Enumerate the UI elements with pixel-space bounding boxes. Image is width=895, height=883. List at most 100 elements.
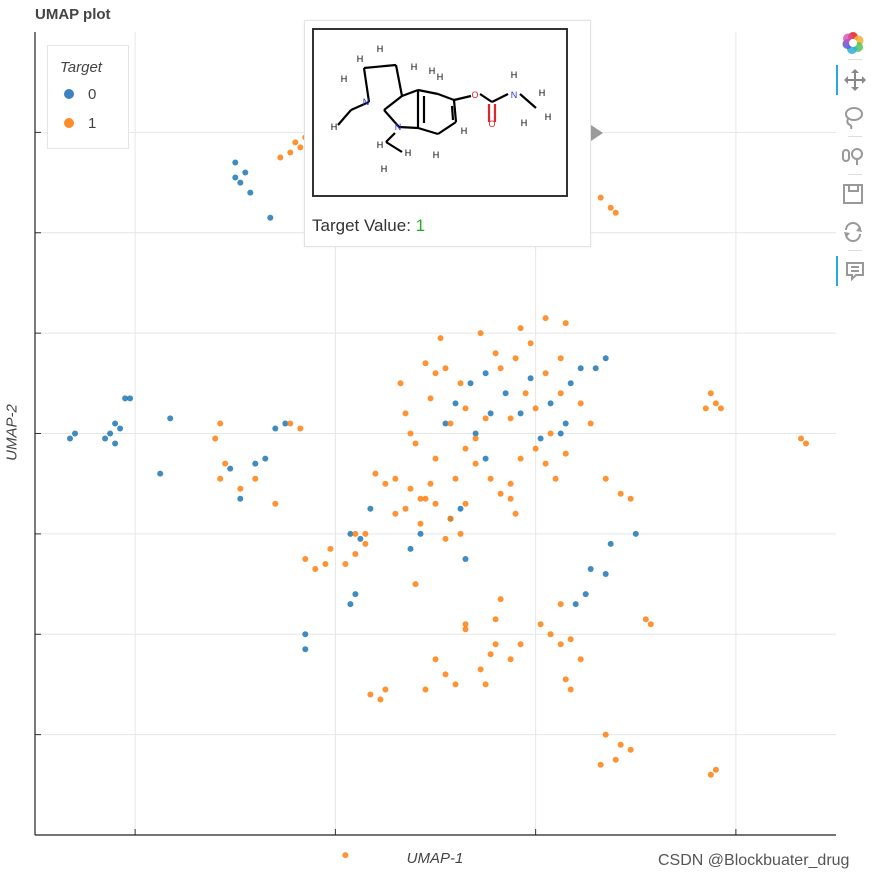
- data-point[interactable]: [542, 315, 549, 322]
- data-point[interactable]: [377, 696, 384, 703]
- data-point[interactable]: [247, 189, 254, 196]
- data-point[interactable]: [452, 400, 459, 407]
- data-point[interactable]: [327, 545, 334, 552]
- data-point[interactable]: [562, 420, 569, 427]
- data-point[interactable]: [567, 636, 574, 643]
- data-point[interactable]: [472, 435, 479, 442]
- data-point[interactable]: [217, 420, 224, 427]
- data-point[interactable]: [557, 601, 564, 608]
- data-point[interactable]: [462, 621, 469, 628]
- data-point[interactable]: [472, 460, 479, 467]
- data-point[interactable]: [602, 355, 609, 362]
- data-point[interactable]: [297, 425, 304, 432]
- data-point[interactable]: [517, 641, 524, 648]
- data-point[interactable]: [527, 340, 534, 347]
- data-point[interactable]: [467, 380, 474, 387]
- data-point[interactable]: [627, 495, 634, 502]
- data-point[interactable]: [512, 355, 519, 362]
- data-point[interactable]: [442, 671, 449, 678]
- data-point[interactable]: [647, 621, 654, 628]
- data-point[interactable]: [552, 475, 559, 482]
- data-point[interactable]: [417, 495, 424, 502]
- data-point[interactable]: [617, 741, 624, 748]
- data-point[interactable]: [487, 651, 494, 658]
- legend-item-1[interactable]: 1: [64, 113, 96, 133]
- data-point[interactable]: [167, 415, 174, 422]
- data-point[interactable]: [577, 365, 584, 372]
- data-point[interactable]: [412, 581, 419, 588]
- lasso-select-icon[interactable]: [836, 103, 870, 133]
- data-point[interactable]: [492, 641, 499, 648]
- data-point[interactable]: [372, 470, 379, 477]
- data-point[interactable]: [462, 556, 469, 562]
- data-point[interactable]: [402, 505, 409, 512]
- data-point[interactable]: [112, 440, 119, 447]
- data-point[interactable]: [702, 405, 709, 412]
- data-point[interactable]: [432, 500, 439, 507]
- reset-icon[interactable]: [836, 217, 870, 247]
- data-point[interactable]: [562, 676, 569, 683]
- data-point[interactable]: [602, 475, 609, 482]
- data-point[interactable]: [352, 591, 359, 598]
- data-point[interactable]: [587, 566, 594, 572]
- data-point[interactable]: [447, 420, 454, 427]
- data-point[interactable]: [282, 420, 289, 427]
- data-point[interactable]: [557, 355, 564, 362]
- data-point[interactable]: [582, 591, 589, 598]
- data-point[interactable]: [392, 510, 399, 517]
- data-point[interactable]: [517, 410, 524, 417]
- data-point[interactable]: [367, 505, 374, 512]
- data-point[interactable]: [352, 551, 359, 557]
- data-point[interactable]: [522, 390, 529, 397]
- data-point[interactable]: [497, 490, 504, 497]
- series-1[interactable]: [212, 134, 809, 859]
- data-point[interactable]: [512, 510, 519, 517]
- data-point[interactable]: [127, 395, 134, 402]
- data-point[interactable]: [442, 420, 449, 427]
- data-point[interactable]: [477, 666, 484, 673]
- data-point[interactable]: [632, 530, 639, 537]
- data-point[interactable]: [392, 475, 399, 482]
- data-point[interactable]: [447, 515, 454, 522]
- data-point[interactable]: [407, 485, 414, 492]
- data-point[interactable]: [302, 556, 309, 562]
- data-point[interactable]: [417, 520, 424, 527]
- data-point[interactable]: [612, 756, 619, 763]
- bokeh-logo-icon[interactable]: [836, 28, 870, 58]
- data-point[interactable]: [482, 681, 489, 688]
- data-point[interactable]: [422, 360, 429, 367]
- data-point[interactable]: [312, 566, 319, 572]
- data-point[interactable]: [72, 430, 78, 437]
- data-point[interactable]: [507, 656, 514, 663]
- data-point[interactable]: [798, 435, 804, 442]
- data-point[interactable]: [357, 535, 364, 542]
- data-point[interactable]: [517, 455, 524, 462]
- data-point[interactable]: [642, 616, 649, 623]
- data-point[interactable]: [487, 475, 494, 482]
- data-point[interactable]: [542, 460, 549, 467]
- data-point[interactable]: [397, 380, 404, 387]
- data-point[interactable]: [227, 465, 234, 472]
- data-point[interactable]: [122, 395, 129, 402]
- data-point[interactable]: [492, 616, 499, 623]
- data-point[interactable]: [432, 656, 439, 663]
- data-point[interactable]: [517, 325, 524, 332]
- data-point[interactable]: [462, 500, 469, 507]
- data-point[interactable]: [277, 154, 284, 161]
- data-point[interactable]: [602, 571, 609, 577]
- data-point[interactable]: [497, 596, 504, 603]
- data-point[interactable]: [432, 370, 439, 377]
- pan-tool-icon[interactable]: [836, 65, 872, 95]
- data-point[interactable]: [427, 395, 434, 402]
- data-point[interactable]: [532, 405, 539, 412]
- data-point[interactable]: [417, 530, 424, 537]
- data-point[interactable]: [567, 380, 574, 387]
- data-point[interactable]: [507, 495, 514, 502]
- data-point[interactable]: [407, 545, 414, 552]
- data-point[interactable]: [457, 505, 464, 512]
- data-point[interactable]: [157, 470, 164, 477]
- data-point[interactable]: [252, 460, 259, 467]
- data-point[interactable]: [352, 530, 359, 537]
- data-point[interactable]: [547, 430, 554, 437]
- data-point[interactable]: [477, 330, 484, 337]
